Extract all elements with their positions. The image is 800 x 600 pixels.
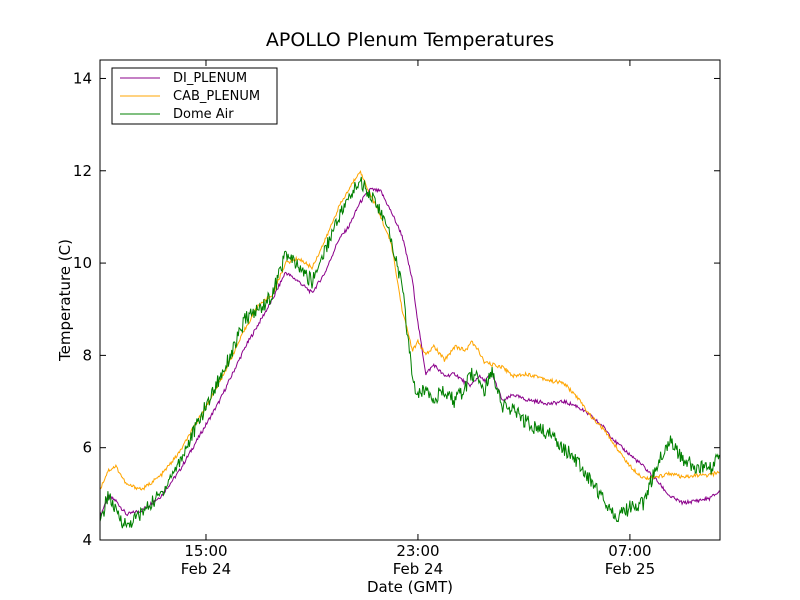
series-line-cab-plenum: [99, 169, 720, 491]
plot-frame: [99, 59, 721, 541]
x-tick-date-label: Feb 25: [605, 560, 655, 578]
x-axis-label: Date (GMT): [367, 578, 453, 596]
y-tick-label: 6: [82, 439, 92, 457]
y-tick-label: 14: [73, 69, 92, 87]
series-line-di-plenum: [99, 187, 720, 519]
legend: DI_PLENUM CAB_PLENUM Dome Air: [111, 67, 278, 125]
x-tick-time-label: 15:00: [184, 542, 227, 560]
y-axis-label: Temperature (C): [56, 239, 74, 362]
legend-box: [111, 67, 278, 125]
series-line-dome-air: [99, 176, 720, 529]
y-tick-label: 10: [73, 254, 92, 272]
series-layer: [99, 169, 720, 529]
y-tick-label: 8: [82, 346, 92, 364]
y-tick-label: 4: [82, 531, 92, 549]
legend-label-di-plenum: DI_PLENUM: [173, 71, 247, 86]
x-tick-date-label: Feb 24: [393, 560, 443, 578]
legend-label-dome-air: Dome Air: [173, 107, 234, 122]
x-tick-time-label: 07:00: [608, 542, 651, 560]
x-tick-time-label: 23:00: [396, 542, 439, 560]
legend-label-cab-plenum: CAB_PLENUM: [173, 89, 260, 104]
x-tick-date-label: Feb 24: [181, 560, 231, 578]
chart-title: APOLLO Plenum Temperatures: [266, 29, 554, 51]
y-tick-label: 12: [73, 162, 92, 180]
